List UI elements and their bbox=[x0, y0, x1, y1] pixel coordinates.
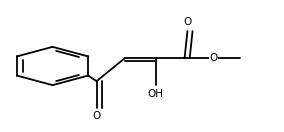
Text: OH: OH bbox=[148, 89, 164, 99]
Text: O: O bbox=[92, 111, 101, 121]
Text: O: O bbox=[209, 53, 218, 63]
Text: O: O bbox=[183, 17, 192, 27]
